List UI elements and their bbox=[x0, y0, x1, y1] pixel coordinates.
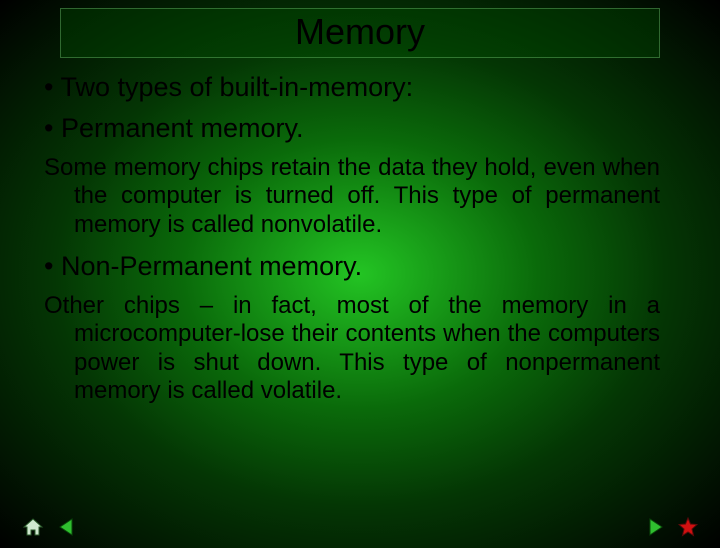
slide-container: Memory Two types of built-in-memory: Per… bbox=[0, 8, 720, 548]
back-icon[interactable] bbox=[56, 516, 78, 538]
paragraph-nonpermanent: Other chips – in fact, most of the memor… bbox=[44, 292, 660, 405]
paragraph-permanent: Some memory chips retain the data they h… bbox=[44, 154, 660, 239]
bullet-intro: Two types of built-in-memory: bbox=[44, 72, 676, 103]
content-area: Two types of built-in-memory: Permanent … bbox=[0, 58, 720, 405]
home-icon[interactable] bbox=[22, 517, 44, 537]
nav-right-group bbox=[644, 516, 698, 538]
slide-title: Memory bbox=[61, 11, 659, 53]
next-icon[interactable] bbox=[644, 516, 666, 538]
end-icon[interactable] bbox=[678, 517, 698, 537]
bullet-nonpermanent: Non-Permanent memory. bbox=[44, 251, 676, 282]
nav-left-group bbox=[22, 516, 78, 538]
title-box: Memory bbox=[60, 8, 660, 58]
bullet-permanent: Permanent memory. bbox=[44, 113, 676, 144]
